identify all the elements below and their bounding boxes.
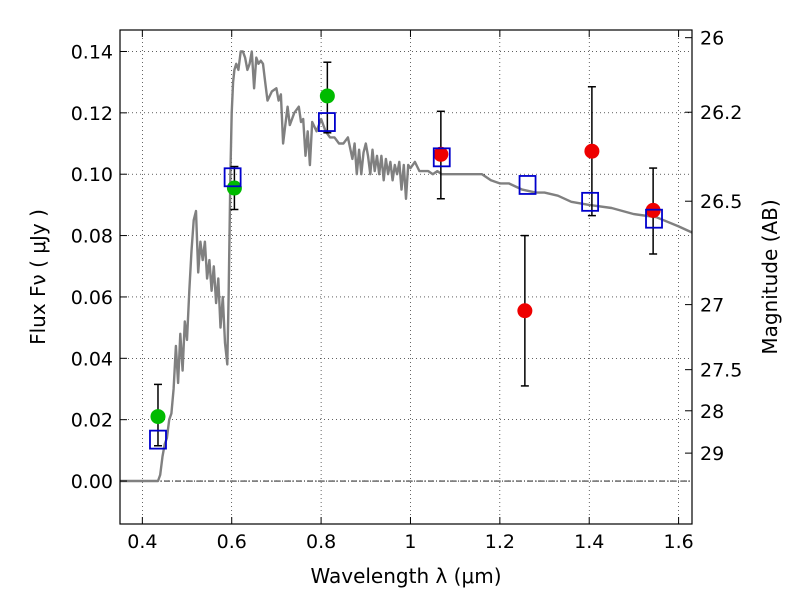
y2-tick-label: 29 bbox=[700, 443, 724, 465]
x-tick-label: 1.4 bbox=[574, 531, 604, 553]
plot-frame bbox=[119, 29, 693, 525]
model-square-point bbox=[581, 191, 600, 212]
y-tick-label: 0.10 bbox=[71, 164, 113, 186]
y-axis-label: Flux Fν ( μJy ) bbox=[26, 209, 50, 345]
model-square-point bbox=[223, 167, 242, 188]
red-data-point bbox=[584, 143, 600, 159]
model-square-point bbox=[518, 175, 537, 195]
green-data-point bbox=[319, 88, 335, 104]
y2-tick-label: 26 bbox=[700, 28, 724, 50]
x-tick-label: 0.8 bbox=[306, 531, 336, 553]
red-data-point bbox=[517, 303, 533, 319]
plot-background bbox=[120, 30, 692, 524]
y-tick-label: 0.12 bbox=[71, 103, 113, 125]
y2-tick-label: 27 bbox=[700, 295, 724, 317]
marker-layer bbox=[149, 88, 663, 450]
model-square-point bbox=[318, 112, 336, 132]
y-tick-label: 0.02 bbox=[71, 410, 113, 432]
y-tick-label: 0.08 bbox=[71, 226, 113, 248]
y-tick-label: 0.00 bbox=[71, 471, 113, 493]
x-tick-label: 1 bbox=[404, 531, 416, 553]
y2-axis-label: Magnitude (AB) bbox=[758, 199, 782, 354]
tick-layer: 0.4 0.6 0.8 1 1.2 1.4 1.6 0.00 0.02 0.04 0.06 0.08 0… bbox=[71, 28, 743, 553]
model-square-point bbox=[149, 429, 167, 450]
y2-tick-label: 26.2 bbox=[700, 102, 742, 124]
y2-tick-label: 28 bbox=[700, 401, 724, 423]
y2-tick-label: 26.5 bbox=[700, 191, 742, 213]
y2-tick-label: 27.5 bbox=[700, 360, 742, 382]
model-square-point bbox=[645, 208, 663, 229]
green-data-point bbox=[226, 180, 242, 196]
y-tick-label: 0.06 bbox=[71, 287, 113, 309]
x-tick-label: 1.2 bbox=[485, 531, 515, 553]
red-data-point bbox=[433, 146, 449, 162]
model-square-point bbox=[432, 147, 451, 168]
y-tick-label: 0.14 bbox=[71, 41, 113, 63]
sed-curve-layer bbox=[120, 50, 693, 483]
x-axis-label: Wavelength λ (μm) bbox=[310, 564, 501, 588]
sed-model-curve bbox=[120, 50, 693, 483]
green-data-point bbox=[150, 409, 166, 425]
y-tick-label: 0.04 bbox=[71, 348, 113, 370]
x-tick-label: 0.4 bbox=[127, 531, 157, 553]
x-tick-label: 0.6 bbox=[217, 531, 247, 553]
x-tick-label: 1.6 bbox=[663, 531, 693, 553]
